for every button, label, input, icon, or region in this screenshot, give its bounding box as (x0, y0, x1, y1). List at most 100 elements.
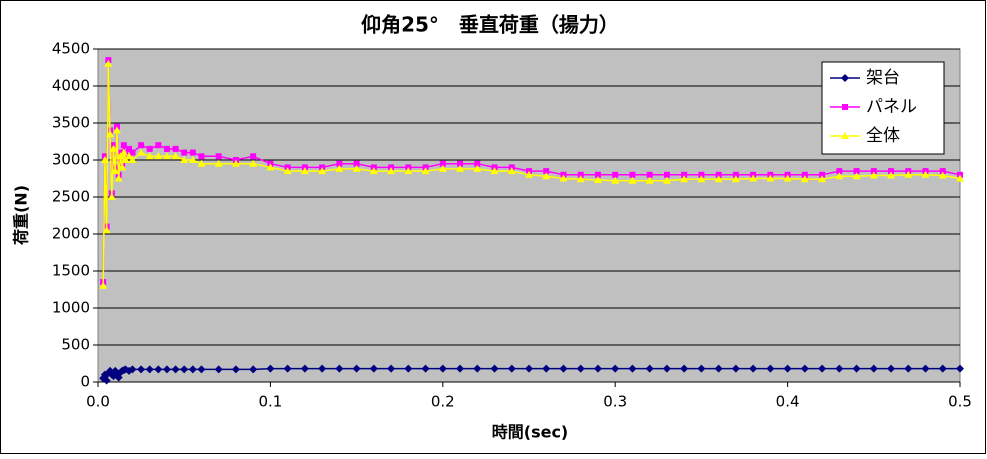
point (507, 167, 516, 175)
point (474, 160, 481, 167)
point (698, 171, 705, 178)
point (188, 156, 197, 163)
point (646, 171, 653, 178)
point (697, 364, 706, 373)
legend-label: パネル (866, 97, 917, 117)
point (106, 130, 115, 138)
point (593, 364, 602, 373)
point (612, 171, 619, 178)
point (439, 160, 446, 167)
point (887, 364, 896, 373)
point (118, 163, 127, 171)
point (542, 364, 551, 373)
point (438, 364, 447, 373)
point (457, 160, 464, 167)
point (715, 171, 722, 178)
legend-marker (842, 104, 848, 110)
y-tick-label: 4000 (52, 77, 90, 95)
point (956, 174, 964, 182)
point (335, 364, 344, 373)
point (835, 364, 844, 373)
point (231, 159, 240, 167)
point (266, 163, 275, 171)
point (473, 164, 482, 172)
point (594, 171, 601, 178)
chart-title: 仰角25° 垂直荷重（揚力） (361, 13, 619, 37)
point (116, 152, 125, 160)
point (887, 171, 896, 179)
point (137, 365, 146, 374)
point (300, 167, 309, 175)
point (507, 364, 516, 373)
point (154, 152, 163, 160)
point (162, 365, 171, 374)
point (104, 59, 113, 67)
point (714, 364, 723, 373)
point (163, 145, 170, 152)
point (921, 364, 930, 373)
point (250, 153, 257, 160)
point (181, 149, 188, 156)
point (318, 167, 327, 175)
x-tick-label: 0.4 (776, 393, 800, 411)
point (387, 364, 396, 373)
point (593, 175, 602, 183)
point (138, 142, 145, 149)
point (249, 159, 258, 167)
point (559, 364, 568, 373)
point (628, 364, 637, 373)
point (697, 175, 706, 183)
legend-marker (841, 74, 849, 82)
point (155, 142, 162, 149)
point (852, 364, 861, 373)
y-tick-label: 3000 (52, 151, 90, 169)
point (102, 376, 111, 385)
point (231, 365, 240, 374)
point (818, 175, 827, 183)
point (490, 364, 499, 373)
x-tick-label: 0.2 (431, 393, 455, 411)
point (835, 172, 844, 180)
point (749, 364, 758, 373)
point (171, 152, 180, 160)
point (681, 171, 688, 178)
point (800, 175, 809, 183)
point (120, 142, 127, 149)
point (128, 365, 137, 374)
point (197, 159, 206, 167)
point (543, 168, 550, 175)
point (818, 364, 827, 373)
point (714, 175, 723, 183)
point (525, 170, 533, 178)
point (836, 168, 843, 175)
point (180, 156, 189, 163)
point (731, 364, 740, 373)
point (853, 168, 860, 175)
point (197, 365, 206, 374)
point (421, 167, 430, 175)
y-tick-label: 2000 (52, 225, 90, 243)
point (921, 170, 930, 178)
point (629, 171, 636, 178)
point (559, 174, 568, 182)
point (421, 364, 430, 373)
point (112, 126, 121, 134)
point (577, 171, 584, 178)
point (353, 160, 360, 167)
point (663, 171, 670, 178)
point (490, 167, 499, 175)
point (283, 364, 292, 373)
point (145, 365, 154, 374)
x-tick-label: 0.5 (948, 393, 972, 411)
point (404, 364, 413, 373)
y-tick-label: 2500 (52, 188, 90, 206)
y-axis-label: 荷重(N) (12, 185, 31, 245)
point (171, 365, 180, 374)
point (870, 168, 877, 175)
point (904, 170, 913, 178)
point (800, 364, 809, 373)
point (214, 365, 223, 374)
point (335, 164, 344, 172)
point (352, 164, 361, 172)
point (869, 171, 878, 179)
